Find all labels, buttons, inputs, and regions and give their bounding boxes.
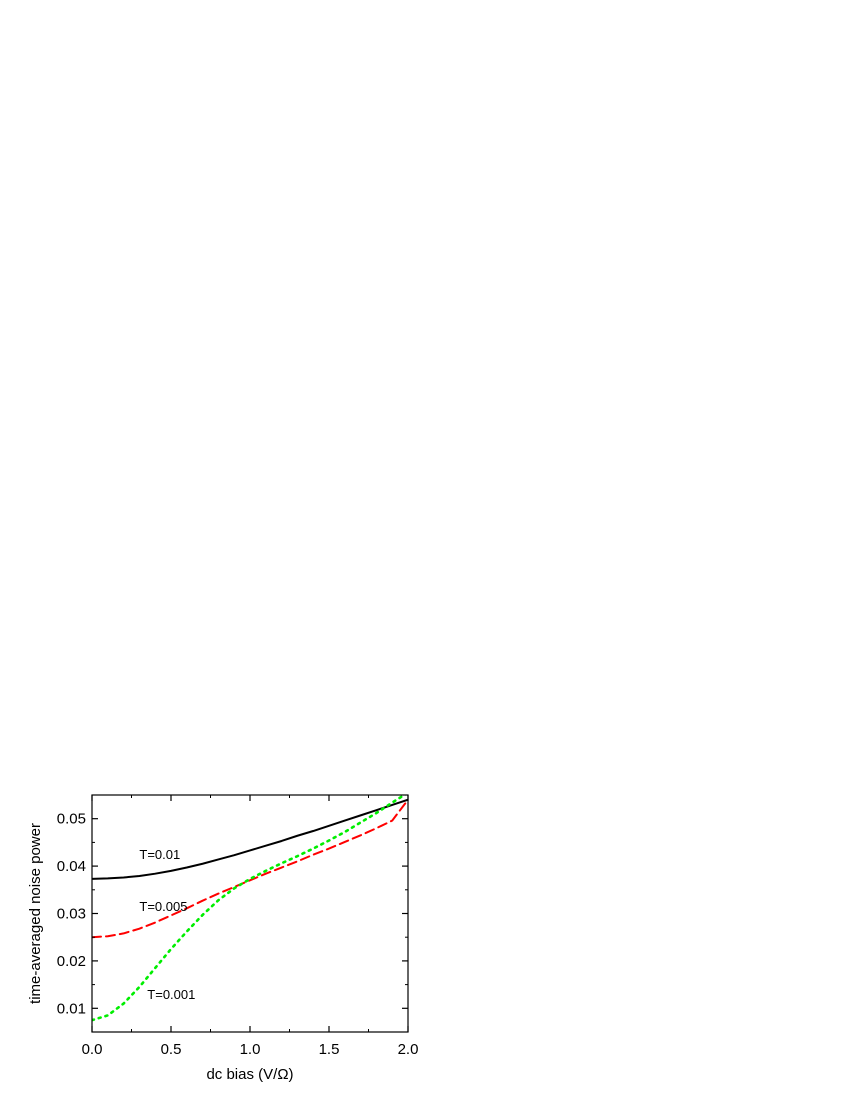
curve-annotation: T=0.001 <box>147 987 195 1002</box>
x-tick-label: 2.0 <box>398 1041 419 1058</box>
x-tick-label: 1.5 <box>319 1041 340 1058</box>
x-tick-label: 1.0 <box>240 1041 261 1058</box>
y-tick-label: 0.04 <box>57 858 86 875</box>
series-lines <box>92 795 408 1022</box>
y-tick-label: 0.01 <box>57 1000 86 1017</box>
curve-annotations: T=0.01 T=0.005 T=0.001 <box>139 847 195 1002</box>
y-tick-label: 0.03 <box>57 906 86 923</box>
y-tick-label: 0.05 <box>57 811 86 828</box>
series-line-2 <box>92 798 408 939</box>
curve-annotation: T=0.005 <box>139 899 187 914</box>
series-line-1 <box>92 798 408 880</box>
y-tick-label: 0.02 <box>57 953 86 970</box>
x-axis-title: dc bias (V/Ω) <box>206 1066 293 1083</box>
x-tick-label: 0.0 <box>82 1041 103 1058</box>
x-tick-label: 0.5 <box>161 1041 182 1058</box>
tick-labels: 0.0 0.5 1.0 1.5 2.0 0.01 0.02 0.03 0.04 0.05 <box>57 811 419 1058</box>
curve-annotation: T=0.01 <box>139 847 180 862</box>
y-axis-title: time-averaged noise power <box>27 823 44 1004</box>
axis-ticks <box>91 794 409 1033</box>
